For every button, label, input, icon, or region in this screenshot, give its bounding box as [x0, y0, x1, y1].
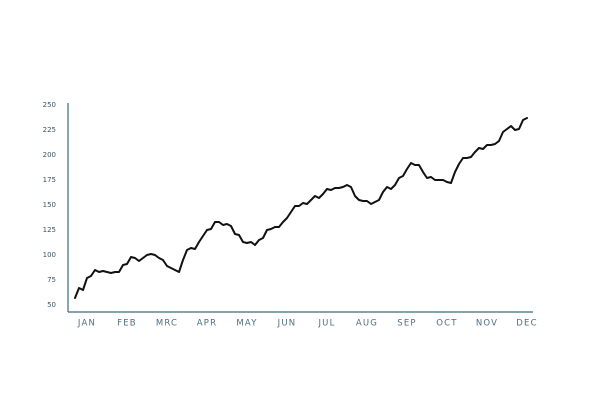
- y-tick-label: 225: [43, 126, 56, 134]
- x-tick-label: MRC: [156, 319, 178, 329]
- y-tick-label: 75: [47, 276, 56, 284]
- x-tick-label: NOV: [476, 319, 498, 329]
- y-tick-label: 200: [43, 151, 56, 159]
- x-tick-label: FEB: [117, 319, 137, 329]
- x-tick-label: MAY: [236, 319, 257, 329]
- x-tick-label: AUG: [356, 319, 378, 329]
- y-tick-label: 125: [43, 226, 56, 234]
- x-tick-label: APR: [197, 319, 217, 329]
- y-tick-label: 175: [43, 176, 56, 184]
- x-tick-label: OCT: [436, 319, 457, 329]
- x-tick-label: JUN: [277, 319, 297, 329]
- x-tick-label: JUL: [317, 319, 335, 329]
- y-tick-label: 250: [43, 101, 56, 109]
- x-tick-label: SEP: [397, 319, 417, 329]
- data-line: [74, 117, 528, 299]
- x-tick-label: DEC: [516, 319, 537, 329]
- y-tick-label: 50: [47, 301, 56, 309]
- y-tick-label: 100: [43, 251, 56, 259]
- y-tick-label: 150: [43, 201, 56, 209]
- x-tick-label: JAN: [77, 319, 96, 329]
